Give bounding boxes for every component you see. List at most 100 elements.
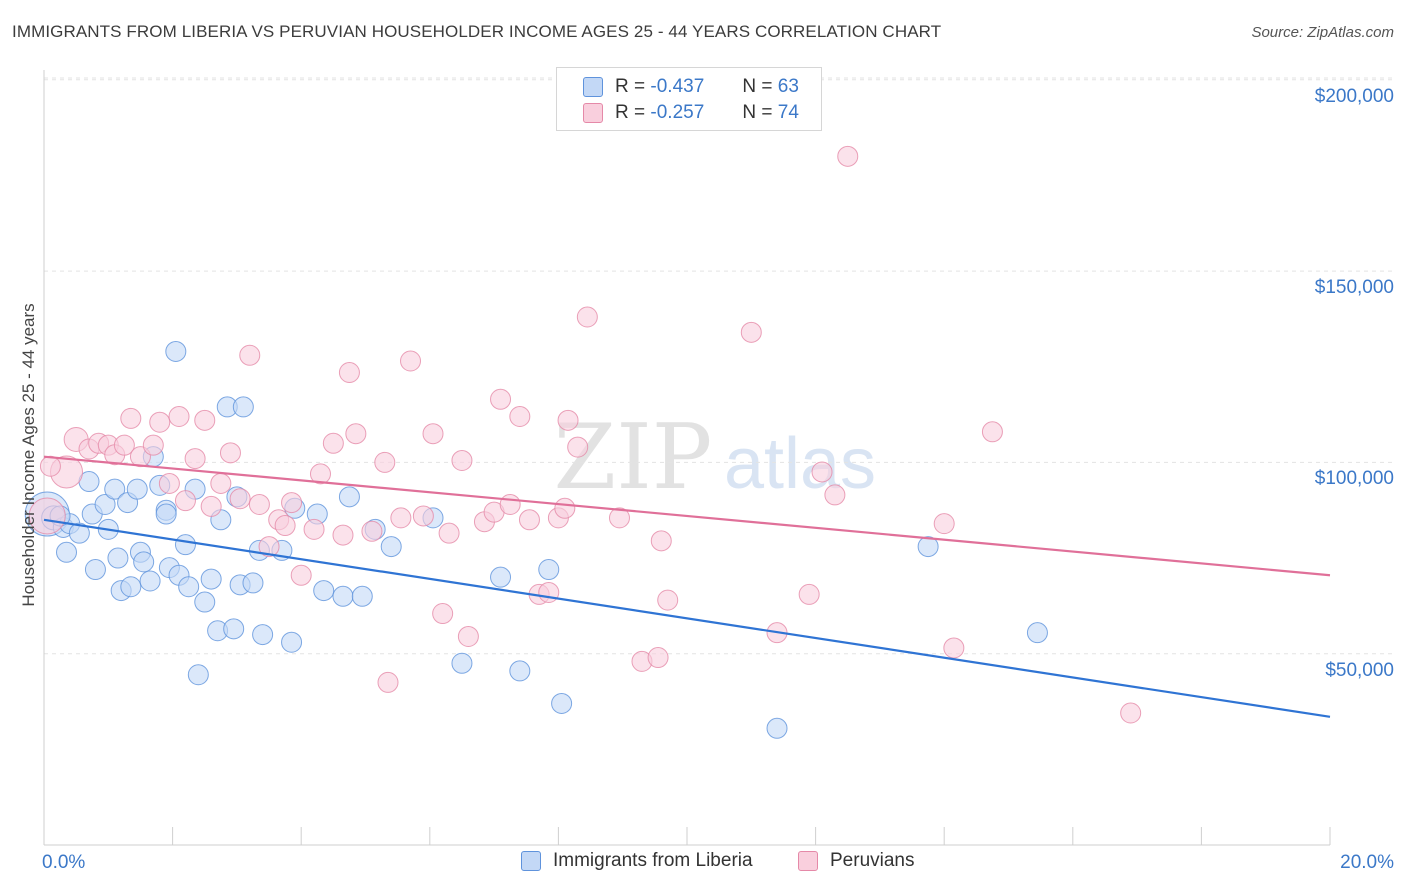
liberia-point (1026, 622, 1048, 644)
legend-swatch-pink (798, 851, 818, 871)
liberia-point (351, 585, 373, 607)
liberia-point (509, 660, 531, 682)
peruvian-point (432, 603, 454, 625)
liberia-point (139, 570, 161, 592)
peruvian-point (981, 421, 1003, 443)
peruvian-point (184, 448, 206, 470)
y-tick-label: $150,000 (1314, 277, 1394, 299)
liberia-point (281, 631, 303, 653)
r-label: R = (615, 102, 646, 123)
peruvian-point (490, 388, 512, 410)
peruvian-point (647, 647, 669, 669)
peruvian-point (451, 449, 473, 471)
peruvian-point (239, 344, 261, 366)
liberia-point (232, 396, 254, 418)
liberia-point (68, 522, 90, 544)
liberia-point (451, 652, 473, 674)
y-tick-label: $50,000 (1325, 659, 1394, 681)
peruvian-point (1120, 702, 1142, 724)
n-value: 63 (777, 76, 799, 97)
peruvian-point (303, 518, 325, 540)
liberia-point (120, 576, 142, 598)
peruvian-point (229, 488, 251, 510)
grid-lines (44, 77, 1395, 655)
liberia-point (155, 503, 177, 525)
peruvian-point (345, 423, 367, 445)
peruvian-point (168, 405, 190, 427)
liberia-point (551, 692, 573, 714)
liberia-point (165, 340, 187, 362)
peruvian-point (200, 495, 222, 517)
n-label: N = (742, 76, 773, 97)
r-label: R = (615, 76, 646, 97)
series-legend-peruvians: Peruvians (798, 850, 915, 872)
peruvian-point (943, 637, 965, 659)
peruvian-point (554, 497, 576, 519)
peruvian-point (509, 405, 531, 427)
liberia-point (94, 493, 116, 515)
peruvian-point (390, 507, 412, 529)
peruvian-point (174, 490, 196, 512)
peruvian-point (194, 409, 216, 431)
peruvian-trend-line (43, 455, 1331, 577)
liberia-point (766, 717, 788, 739)
peruvian-point (824, 484, 846, 506)
peruvian-point (374, 451, 396, 473)
peruvian-point (322, 432, 344, 454)
peruvian-point (438, 522, 460, 544)
legend-swatch-blue (521, 851, 541, 871)
liberia-point (490, 566, 512, 588)
peruvian-point (567, 436, 589, 458)
peruvian-point (149, 411, 171, 433)
peruvian-point (120, 407, 142, 429)
peruvian-point (412, 505, 434, 527)
r-value: -0.437 (650, 76, 705, 97)
n-value: 74 (777, 102, 799, 123)
peruvian-point (28, 497, 66, 535)
peruvian-point (332, 524, 354, 546)
peruvian-point (650, 530, 672, 552)
watermark-atlas: atlas (724, 424, 876, 504)
peruvian-point (290, 564, 312, 586)
peruvian-point (933, 513, 955, 535)
liberia-point (126, 478, 148, 500)
peruvian-point (158, 472, 180, 494)
chart-title: IMMIGRANTS FROM LIBERIA VS PERUVIAN HOUS… (12, 22, 942, 41)
liberia-point (107, 547, 129, 569)
peruvian-point (837, 145, 859, 167)
y-tick-label: $200,000 (1314, 85, 1394, 107)
liberia-point (194, 591, 216, 613)
peruvian-point (557, 409, 579, 431)
liberia-point (252, 624, 274, 646)
peruvian-point (142, 434, 164, 456)
peruvian-point (400, 350, 422, 372)
r-value: -0.257 (650, 102, 705, 123)
legend-swatch-pink (583, 103, 603, 123)
n-label: N = (742, 102, 773, 123)
peruvian-point (608, 507, 630, 529)
trend-lines (43, 455, 1331, 718)
liberia-point (917, 536, 939, 558)
peruvian-point (113, 434, 135, 456)
liberia-point (242, 572, 264, 594)
y-tick-label: $100,000 (1314, 468, 1394, 490)
y-axis-label: Householder Income Ages 25 - 44 years (19, 303, 38, 607)
liberia-point (104, 478, 126, 500)
liberia-trend-line (43, 518, 1331, 718)
peruvian-point (219, 442, 241, 464)
peruvian-point (258, 536, 280, 558)
peruvian-point (39, 455, 61, 477)
peruvian-point (281, 492, 303, 514)
series-name: Peruvians (830, 850, 915, 871)
legend-row-peruvians: R = -0.257 N = 74 (583, 100, 799, 126)
liberia-point (313, 580, 335, 602)
peruvian-point (457, 625, 479, 647)
peruvian-point (811, 461, 833, 483)
peruvian-point (210, 472, 232, 494)
peruvian-point (274, 515, 296, 537)
liberia-point (84, 559, 106, 581)
peruvian-point (657, 589, 679, 611)
legend-swatch-blue (583, 77, 603, 97)
liberia-point (187, 664, 209, 686)
peruvian-point (309, 463, 331, 485)
